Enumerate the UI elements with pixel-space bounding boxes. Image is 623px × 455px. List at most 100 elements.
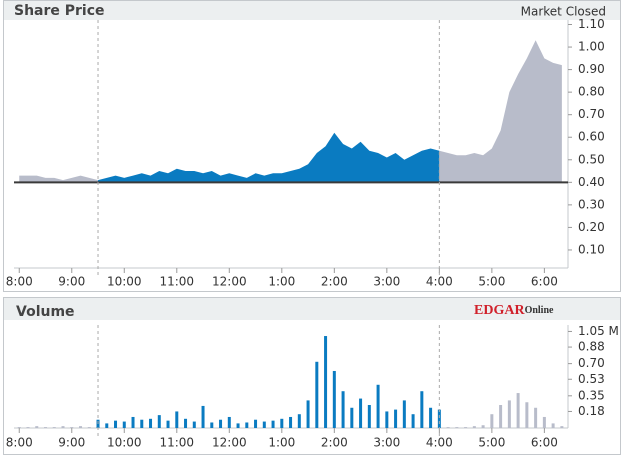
x-tick-label: 10:00 xyxy=(107,275,142,289)
volume-bar xyxy=(271,420,275,428)
y-tick-label: 0.10 xyxy=(578,242,605,256)
volume-bar xyxy=(245,422,249,428)
volume-bar xyxy=(525,402,529,428)
price-header xyxy=(4,1,620,20)
chart-title: Volume xyxy=(16,304,75,320)
x-tick-label: 3:00 xyxy=(373,275,400,289)
volume-bar xyxy=(402,400,406,428)
x-tick-label: 11:00 xyxy=(159,275,194,289)
volume-bar xyxy=(210,422,214,428)
volume-bar xyxy=(61,426,65,428)
chart-title: Share Price xyxy=(14,3,105,19)
volume-bar xyxy=(140,419,144,428)
volume-bar xyxy=(175,411,179,428)
volume-bar xyxy=(367,405,371,428)
y-tick-label: 0.90 xyxy=(578,62,605,76)
volume-bar xyxy=(551,423,555,428)
volume-panel xyxy=(3,297,621,455)
volume-bar xyxy=(114,420,118,428)
volume-bar xyxy=(472,426,476,428)
logo: EDGAROnline xyxy=(474,303,554,318)
volume-bar xyxy=(157,415,161,428)
y-tick-label: 0.35 xyxy=(578,388,605,402)
y-tick-label: 1.00 xyxy=(578,40,605,54)
volume-bar xyxy=(560,426,564,428)
volume-bar xyxy=(394,409,398,428)
y-tick-label: 0.40 xyxy=(578,175,605,189)
x-tick-label: 8:00 xyxy=(6,436,33,450)
volume-bar xyxy=(350,407,354,428)
y-tick-label: 0.50 xyxy=(578,152,605,166)
volume-bar xyxy=(201,405,205,428)
y-tick-label: 0.60 xyxy=(578,130,605,144)
volume-bar xyxy=(306,400,310,428)
price-area xyxy=(439,40,562,183)
volume-bar xyxy=(455,427,459,428)
volume-bar xyxy=(79,426,83,428)
y-tick-label: 1.10 xyxy=(578,17,605,31)
volume-bar xyxy=(219,419,223,428)
volume-bar xyxy=(359,398,363,428)
volume-bar xyxy=(324,336,328,428)
y-tick-label: 0.18 xyxy=(578,404,605,418)
volume-bar xyxy=(507,400,511,428)
volume-bar xyxy=(385,411,389,428)
x-tick-label: 11:00 xyxy=(159,436,194,450)
volume-bar xyxy=(17,427,21,428)
volume-bar xyxy=(542,416,546,428)
x-tick-label: 3:00 xyxy=(373,436,400,450)
x-tick-label: 9:00 xyxy=(58,436,85,450)
price-area xyxy=(98,132,440,183)
volume-bar xyxy=(499,405,503,428)
volume-bar xyxy=(315,361,319,428)
logo-main: EDGAR xyxy=(474,303,525,318)
x-tick-label: 1:00 xyxy=(268,436,295,450)
y-tick-label: 0.80 xyxy=(578,85,605,99)
volume-bar xyxy=(437,409,441,428)
volume-bar xyxy=(289,416,293,428)
volume-bar xyxy=(481,425,485,428)
volume-bar xyxy=(254,419,258,428)
x-tick-label: 12:00 xyxy=(212,275,247,289)
x-tick-label: 10:00 xyxy=(107,436,142,450)
logo-suffix: Online xyxy=(525,305,554,316)
volume-bar xyxy=(376,384,380,428)
volume-bar xyxy=(166,420,170,428)
x-tick-label: 9:00 xyxy=(58,275,85,289)
y-tick-label: 0.30 xyxy=(578,197,605,211)
y-tick-label: 0.70 xyxy=(578,356,605,370)
market-status: Market Closed xyxy=(521,5,606,19)
x-tick-label: 5:00 xyxy=(478,275,505,289)
x-tick-label: 12:00 xyxy=(212,436,247,450)
volume-bar xyxy=(429,407,433,428)
volume-bar xyxy=(105,423,109,428)
y-tick-label: 1.05 M xyxy=(578,324,619,338)
x-tick-label: 2:00 xyxy=(321,436,348,450)
x-tick-label: 5:00 xyxy=(478,436,505,450)
x-tick-label: 8:00 xyxy=(6,275,33,289)
volume-bar xyxy=(87,427,91,428)
y-tick-label: 0.53 xyxy=(578,372,605,386)
x-tick-label: 6:00 xyxy=(531,436,558,450)
volume-bar xyxy=(52,427,56,428)
volume-bar xyxy=(26,427,30,428)
x-tick-label: 6:00 xyxy=(531,275,558,289)
volume-bar xyxy=(227,416,231,428)
volume-bar xyxy=(262,421,266,428)
volume-bar xyxy=(44,427,48,428)
volume-bar xyxy=(131,416,135,428)
y-tick-label: 0.70 xyxy=(578,107,605,121)
volume-bar xyxy=(464,427,468,428)
volume-bar xyxy=(341,391,345,428)
y-tick-label: 0.88 xyxy=(578,340,605,354)
volume-bar xyxy=(70,427,74,428)
volume-bar xyxy=(411,414,415,428)
volume-bar xyxy=(534,407,538,428)
volume-bar xyxy=(236,423,240,428)
x-tick-label: 4:00 xyxy=(426,275,453,289)
y-tick-label: 0.20 xyxy=(578,220,605,234)
x-tick-label: 1:00 xyxy=(268,275,295,289)
price-area xyxy=(19,175,99,183)
